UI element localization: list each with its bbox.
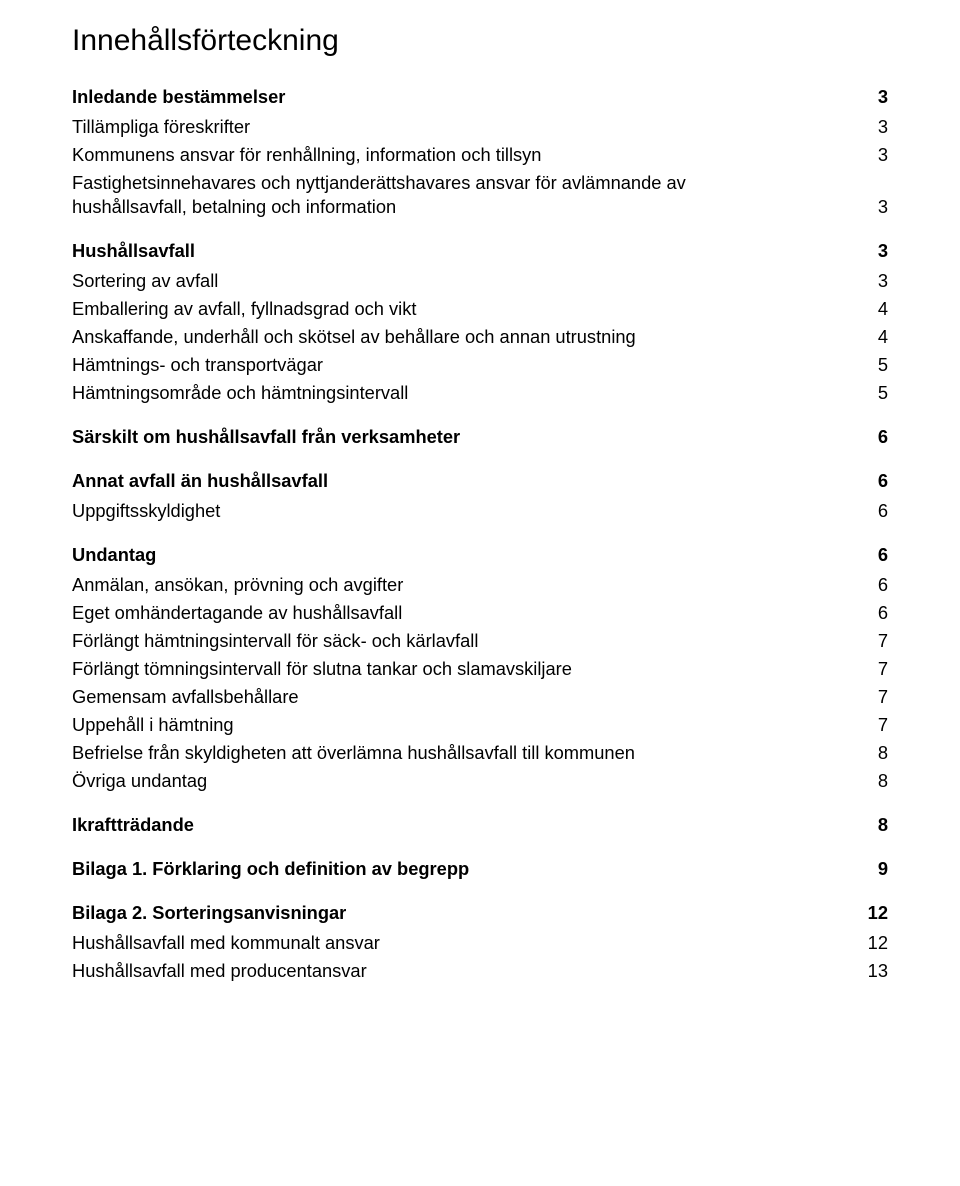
toc-entry: Uppgiftsskyldighet 6 [72, 500, 888, 522]
toc-entry: Inledande bestämmelser 3 [72, 86, 888, 108]
toc-label: Ikraftträdande [72, 814, 194, 836]
toc-entry: Tillämpliga föreskrifter 3 [72, 116, 888, 138]
toc-entry: Bilaga 1. Förklaring och definition av b… [72, 858, 888, 880]
toc-label: Tillämpliga föreskrifter [72, 116, 250, 138]
toc-page: 9 [878, 858, 888, 880]
toc-entry: Bilaga 2. Sorteringsanvisningar 12 [72, 902, 888, 924]
toc-entry: Kommunens ansvar för renhållning, inform… [72, 144, 888, 166]
toc-label: Uppgiftsskyldighet [72, 500, 220, 522]
toc-entry: Hushållsavfall med kommunalt ansvar 12 [72, 932, 888, 954]
toc-label: Särskilt om hushållsavfall från verksamh… [72, 426, 460, 448]
toc-label: Befrielse från skyldigheten att överlämn… [72, 742, 635, 764]
toc-entry: Särskilt om hushållsavfall från verksamh… [72, 426, 888, 448]
toc-label: Förlängt hämtningsintervall för säck- oc… [72, 630, 478, 652]
toc-entry: Fastighetsinnehavares och nyttjanderätts… [72, 172, 888, 194]
toc-entry: Anskaffande, underhåll och skötsel av be… [72, 326, 888, 348]
toc-page: 5 [878, 382, 888, 404]
toc-label: Annat avfall än hushållsavfall [72, 470, 328, 492]
toc-page: 6 [878, 426, 888, 448]
toc-page: 8 [878, 742, 888, 764]
toc-page: 3 [878, 240, 888, 262]
toc-label: Uppehåll i hämtning [72, 714, 234, 736]
toc-page: 5 [878, 354, 888, 376]
toc-label: Hushållsavfall med producentansvar [72, 960, 367, 982]
toc-entry: Övriga undantag 8 [72, 770, 888, 792]
toc-label: Undantag [72, 544, 156, 566]
toc-label: Övriga undantag [72, 770, 207, 792]
toc-page: 8 [878, 770, 888, 792]
toc-label: Kommunens ansvar för renhållning, inform… [72, 144, 541, 166]
toc-page: 6 [878, 544, 888, 566]
toc-entry: Sortering av avfall 3 [72, 270, 888, 292]
toc-entry: Hushållsavfall med producentansvar 13 [72, 960, 888, 982]
toc-label: Bilaga 2. Sorteringsanvisningar [72, 902, 346, 924]
toc-label: Emballering av avfall, fyllnadsgrad och … [72, 298, 416, 320]
page-root: Innehållsförteckning Inledande bestämmel… [0, 0, 960, 1186]
toc-page: 3 [878, 86, 888, 108]
toc-entry: Befrielse från skyldigheten att överlämn… [72, 742, 888, 764]
toc-page: 7 [878, 658, 888, 680]
toc-entry: Hushållsavfall 3 [72, 240, 888, 262]
toc-entry: Uppehåll i hämtning 7 [72, 714, 888, 736]
toc-entry: Hämtnings- och transportvägar 5 [72, 354, 888, 376]
toc-page: 7 [878, 630, 888, 652]
toc-page: 6 [878, 574, 888, 596]
toc-page: 6 [878, 602, 888, 624]
toc-entry: Hämtningsområde och hämtningsintervall 5 [72, 382, 888, 404]
toc-page: 3 [878, 116, 888, 138]
toc-page: 13 [868, 960, 888, 982]
toc-page: 3 [878, 270, 888, 292]
toc-page: 4 [878, 298, 888, 320]
toc-page: 12 [868, 932, 888, 954]
toc-label: Fastighetsinnehavares och nyttjanderätts… [72, 172, 686, 194]
toc-label: Hushållsavfall [72, 240, 195, 262]
toc-label: Bilaga 1. Förklaring och definition av b… [72, 858, 469, 880]
toc-page: 7 [878, 714, 888, 736]
page-title: Innehållsförteckning [72, 24, 888, 58]
toc-page: 6 [878, 470, 888, 492]
toc-page: 4 [878, 326, 888, 348]
toc-label: Förlängt tömningsintervall för slutna ta… [72, 658, 572, 680]
toc-entry-continuation: hushållsavfall, betalning och informatio… [72, 196, 888, 218]
toc-page: 8 [878, 814, 888, 836]
table-of-contents: Inledande bestämmelser3Tillämpliga föres… [72, 86, 888, 982]
toc-entry: Gemensam avfallsbehållare 7 [72, 686, 888, 708]
toc-page: 3 [878, 196, 888, 218]
toc-label: Sortering av avfall [72, 270, 218, 292]
toc-entry: Förlängt tömningsintervall för slutna ta… [72, 658, 888, 680]
toc-entry: Undantag 6 [72, 544, 888, 566]
toc-entry: Eget omhändertagande av hushållsavfall 6 [72, 602, 888, 624]
toc-entry: Ikraftträdande 8 [72, 814, 888, 836]
toc-label: Gemensam avfallsbehållare [72, 686, 299, 708]
toc-entry: Anmälan, ansökan, prövning och avgifter 6 [72, 574, 888, 596]
toc-label: Hämtningsområde och hämtningsintervall [72, 382, 408, 404]
toc-label: Hushållsavfall med kommunalt ansvar [72, 932, 380, 954]
toc-label: Hämtnings- och transportvägar [72, 354, 323, 376]
toc-label: Anmälan, ansökan, prövning och avgifter [72, 574, 403, 596]
toc-page: 7 [878, 686, 888, 708]
toc-label: Anskaffande, underhåll och skötsel av be… [72, 326, 636, 348]
toc-page: 3 [878, 144, 888, 166]
toc-page: 6 [878, 500, 888, 522]
toc-entry: Annat avfall än hushållsavfall 6 [72, 470, 888, 492]
toc-label: Eget omhändertagande av hushållsavfall [72, 602, 402, 624]
toc-page: 12 [868, 902, 888, 924]
toc-entry: Förlängt hämtningsintervall för säck- oc… [72, 630, 888, 652]
toc-label: Inledande bestämmelser [72, 86, 285, 108]
toc-entry: Emballering av avfall, fyllnadsgrad och … [72, 298, 888, 320]
toc-label: hushållsavfall, betalning och informatio… [72, 196, 396, 218]
